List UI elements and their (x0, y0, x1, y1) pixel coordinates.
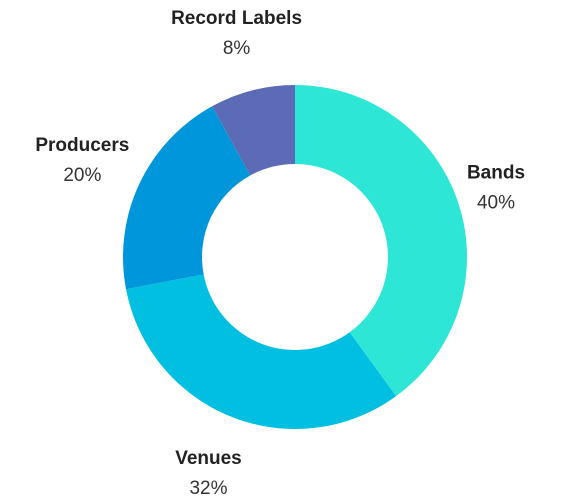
slice-value-record-labels: 8% (223, 38, 251, 59)
slice-label-venues: Venues (175, 448, 242, 469)
slice-record-labels (212, 85, 295, 176)
slice-value-venues: 32% (189, 478, 227, 499)
slices-layer (122, 85, 467, 429)
slice-value-producers: 20% (63, 165, 101, 186)
slice-value-bands: 40% (477, 192, 515, 213)
slice-bands (295, 85, 467, 397)
slice-label-record-labels: Record Labels (171, 8, 302, 29)
slice-label-bands: Bands (467, 162, 525, 183)
labels-layer: Bands 40% Venues 32% Producers 20% Record Labe… (35, 8, 525, 499)
slice-label-producers: Producers (35, 135, 129, 156)
slice-venues (126, 274, 397, 429)
slice-producers (122, 106, 251, 290)
